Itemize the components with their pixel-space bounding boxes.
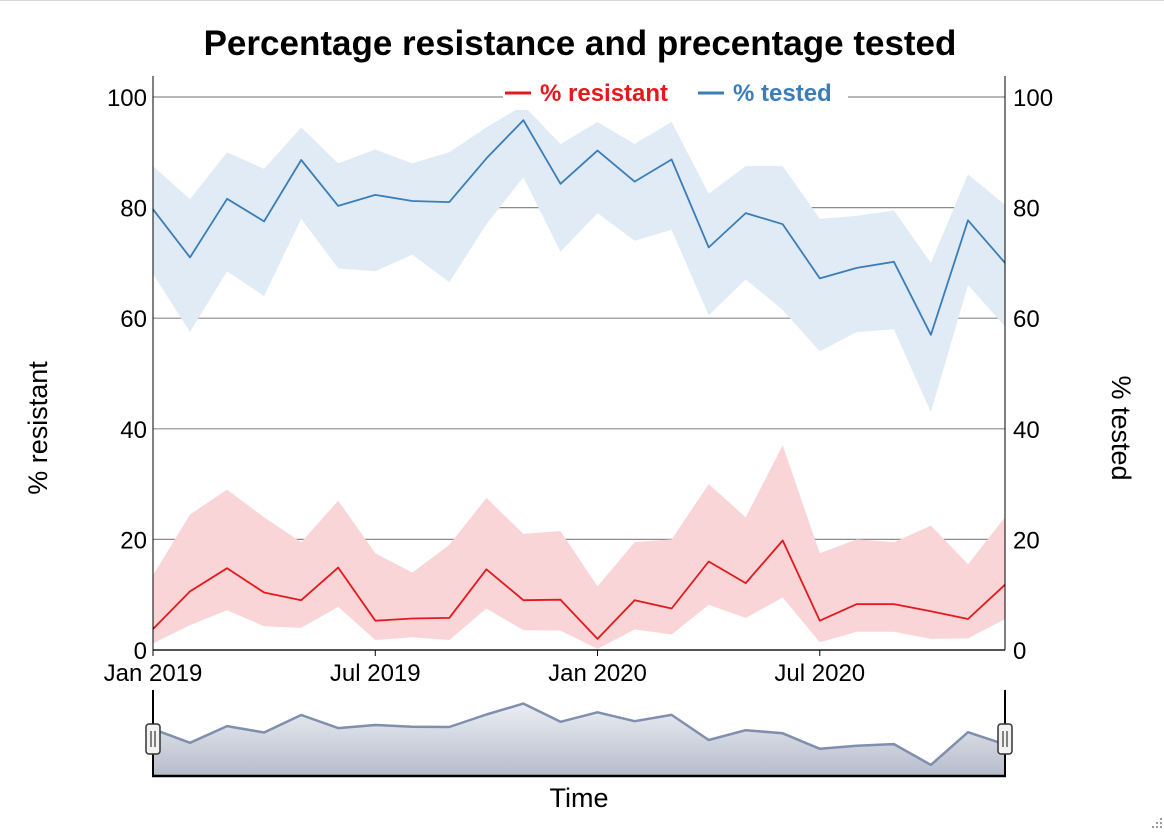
x-axis-ticks: Jan 2019 Jul 2019 Jan 2020 Jul 2020 bbox=[104, 650, 865, 687]
navigator-handle-left[interactable] bbox=[145, 723, 161, 755]
navigator[interactable] bbox=[145, 690, 1013, 778]
navigator-area bbox=[153, 703, 1005, 776]
y-tick-left-20: 20 bbox=[120, 527, 147, 554]
y-tick-left-0: 0 bbox=[134, 638, 147, 665]
legend-item-resistant[interactable]: % resistant bbox=[505, 80, 668, 107]
y-tick-right-20: 20 bbox=[1013, 527, 1040, 554]
x-tick-2020-01: Jan 2020 bbox=[548, 660, 647, 687]
resize-grip-dot-4 bbox=[1156, 826, 1158, 828]
x-tick-2020-07: Jul 2020 bbox=[774, 660, 865, 687]
legend: % resistant % tested bbox=[503, 78, 848, 110]
resize-grip-dot-1 bbox=[1160, 822, 1162, 824]
resize-grip-dot-2 bbox=[1156, 822, 1158, 824]
navigator-handle-right[interactable] bbox=[997, 723, 1013, 755]
series-line-resistant bbox=[152, 539, 1006, 640]
y-tick-left-100: 100 bbox=[107, 85, 147, 112]
x-tick-2019-07: Jul 2019 bbox=[330, 660, 421, 687]
resize-grip-dot-3 bbox=[1160, 826, 1162, 828]
band-resistant bbox=[153, 445, 1005, 649]
navigator-line bbox=[152, 702, 1006, 767]
confidence-bands bbox=[153, 105, 1005, 649]
x-tick-2019-01: Jan 2019 bbox=[104, 660, 203, 687]
y-tick-left-60: 60 bbox=[120, 306, 147, 333]
navigator-handle-left-body bbox=[145, 723, 161, 755]
y-tick-left-40: 40 bbox=[120, 417, 147, 444]
y-tick-right-40: 40 bbox=[1013, 417, 1040, 444]
resize-grip-dot-5 bbox=[1152, 826, 1154, 828]
legend-label-resistant: % resistant bbox=[540, 80, 668, 107]
legend-label-tested: % tested bbox=[733, 80, 832, 107]
series-line-tested bbox=[152, 119, 1006, 336]
y-tick-left-80: 80 bbox=[120, 196, 147, 223]
top-border bbox=[0, 0, 1164, 1]
legend-item-tested[interactable]: % tested bbox=[698, 80, 832, 107]
navigator-handle-right-body bbox=[997, 723, 1013, 755]
axes bbox=[152, 76, 1006, 651]
y-axis-left-ticks: 0 20 40 60 80 100 bbox=[107, 85, 147, 665]
y-axis-right-title: % tested bbox=[1106, 375, 1136, 480]
y-axis-right-ticks: 0 20 40 60 80 100 bbox=[1013, 85, 1053, 665]
band-tested bbox=[153, 105, 1005, 413]
y-tick-right-0: 0 bbox=[1013, 638, 1026, 665]
y-tick-right-80: 80 bbox=[1013, 196, 1040, 223]
series-lines bbox=[152, 119, 1006, 640]
x-axis-title: Time bbox=[550, 783, 609, 813]
resize-grip-dot-0 bbox=[1160, 818, 1162, 820]
resize-grip-icon[interactable] bbox=[1152, 818, 1162, 828]
y-axis-left-title: % resistant bbox=[23, 361, 53, 495]
y-tick-right-100: 100 bbox=[1013, 85, 1053, 112]
y-tick-right-60: 60 bbox=[1013, 306, 1040, 333]
chart-title: Percentage resistance and precentage tes… bbox=[204, 24, 957, 63]
legend-background bbox=[503, 78, 848, 110]
